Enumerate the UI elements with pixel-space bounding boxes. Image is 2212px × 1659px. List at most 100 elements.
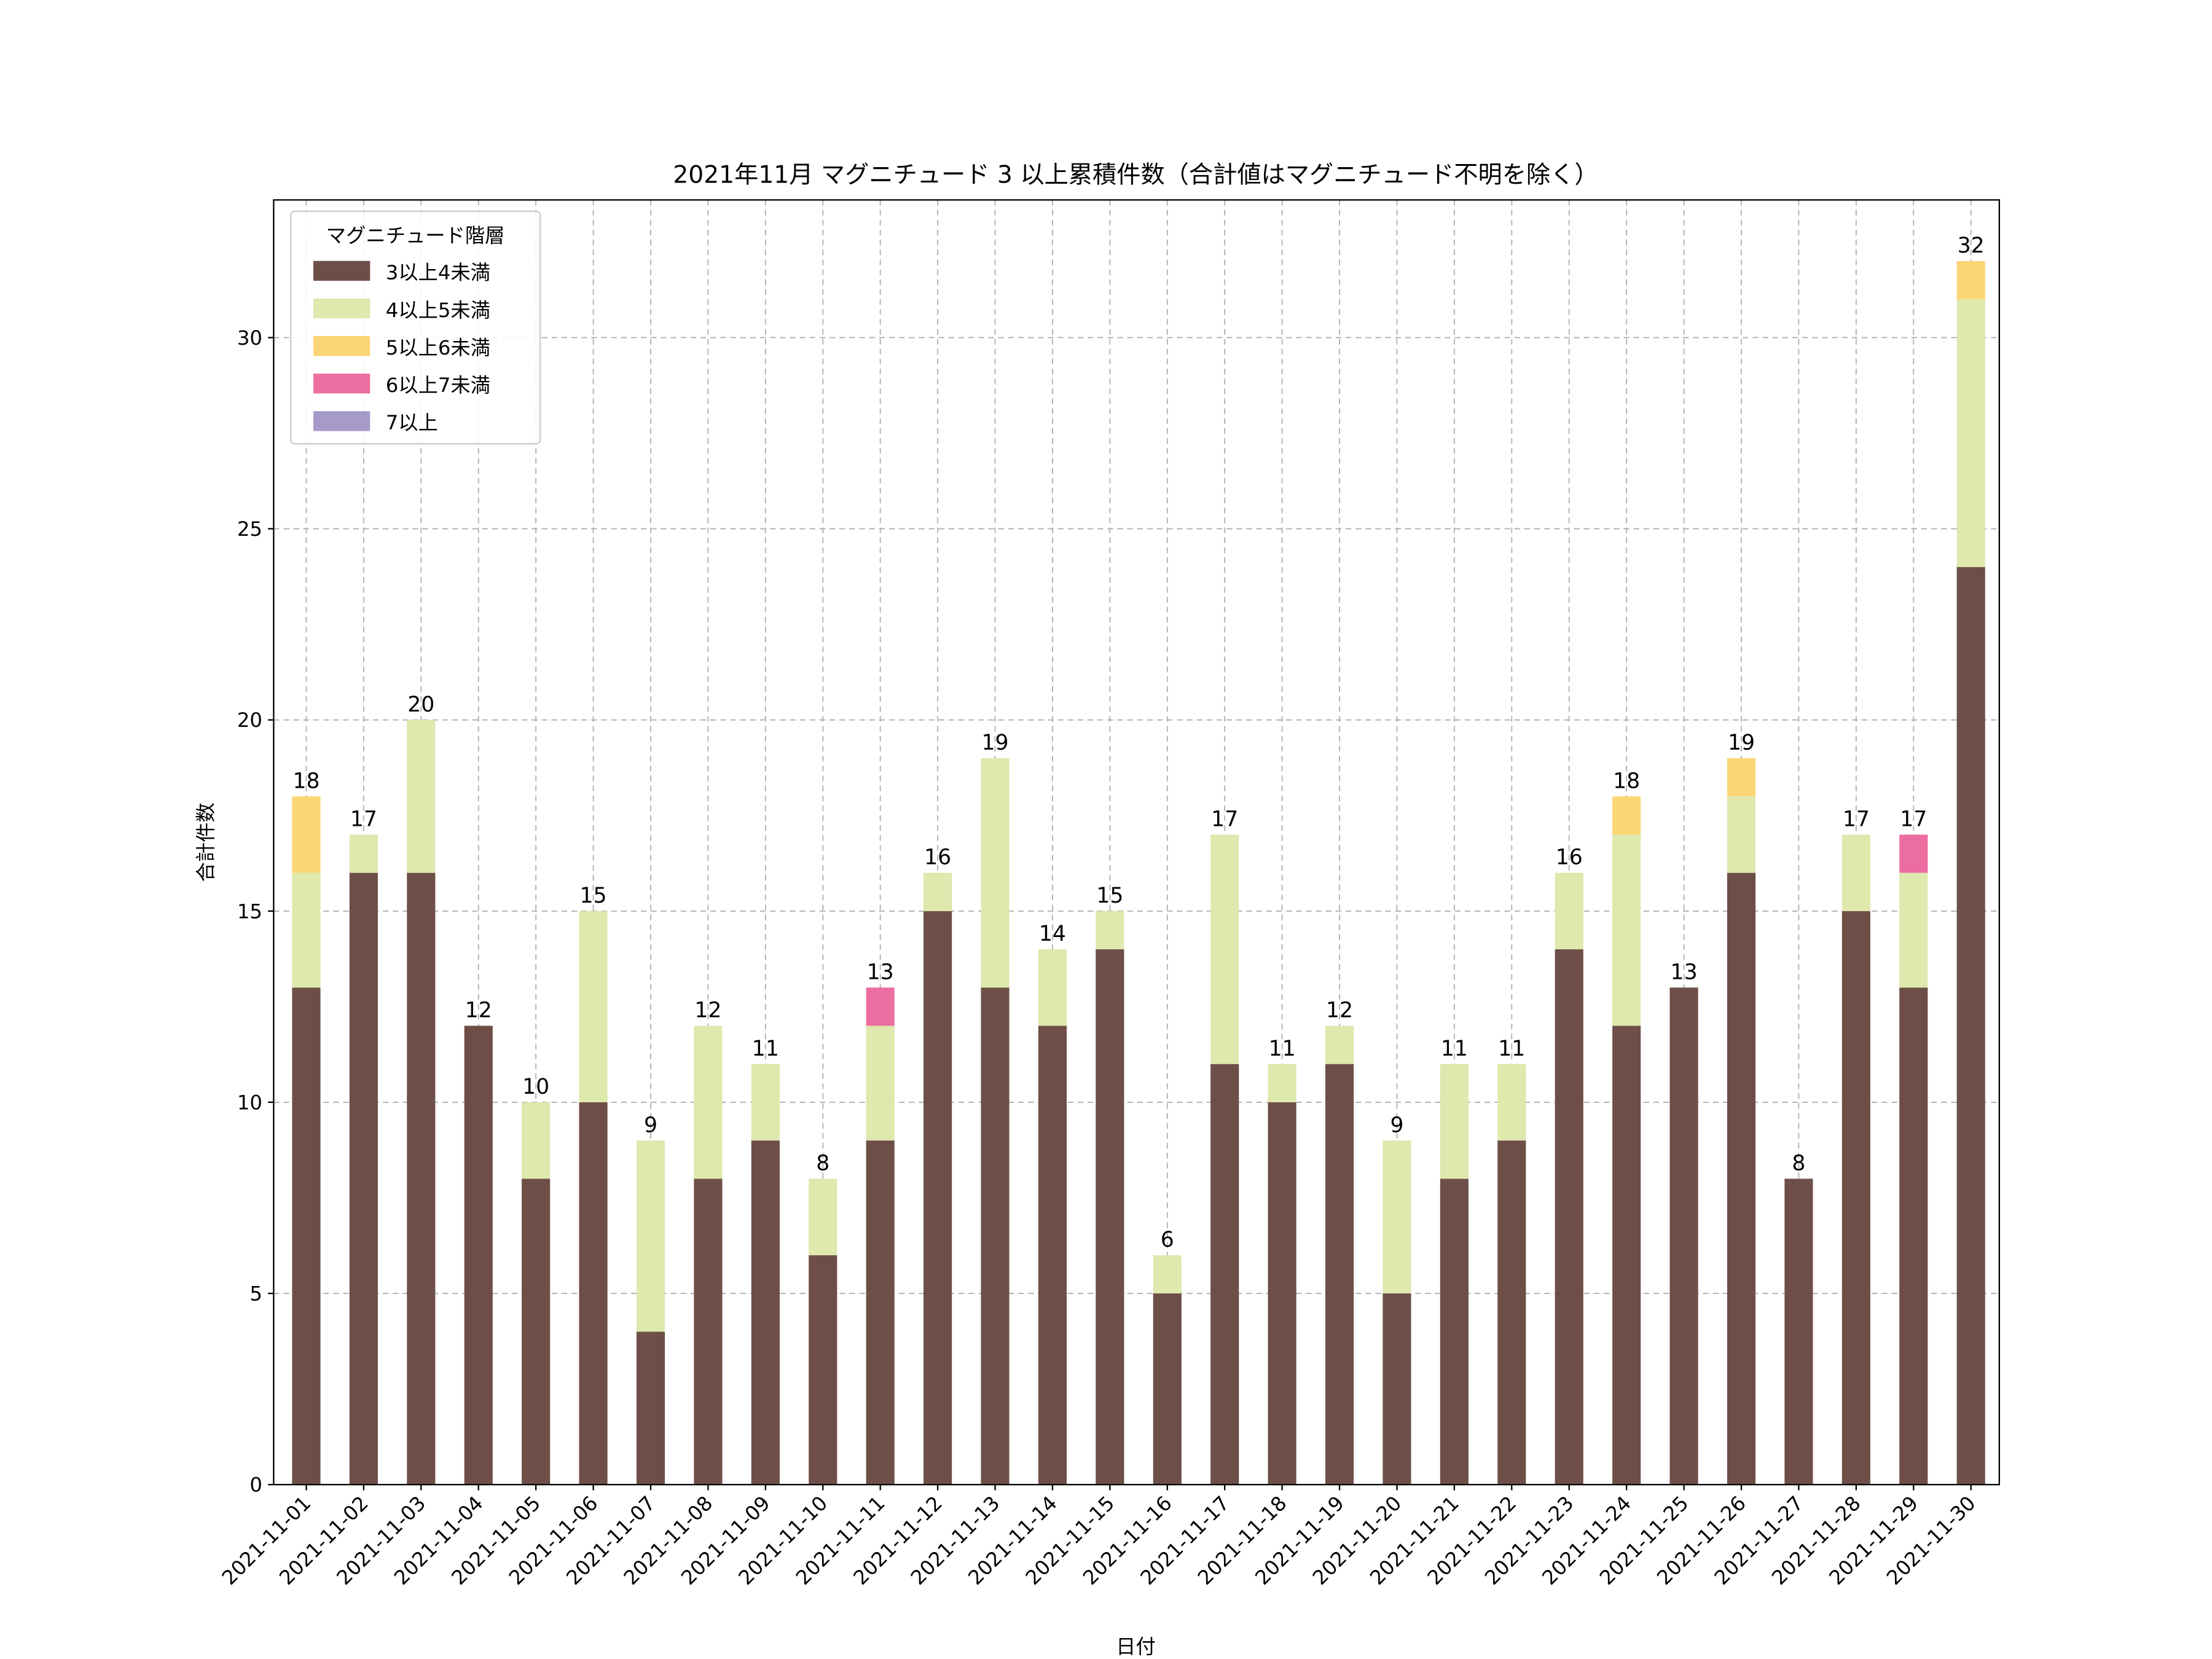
bar-segment-1 [1153, 1255, 1182, 1294]
y-tick-label: 25 [237, 517, 262, 541]
bar-segment-3 [1899, 834, 1928, 873]
bar-segment-1 [636, 1140, 665, 1332]
bar-segment-0 [522, 1179, 551, 1485]
bar-segment-1 [1612, 834, 1641, 1026]
bar-segment-0 [1382, 1293, 1411, 1485]
legend-swatch [313, 298, 371, 319]
y-axis: 0 5 10 15 20 25 30 [237, 326, 274, 1497]
bar-segment-0 [407, 873, 436, 1485]
bar-segment-1 [694, 1026, 723, 1179]
bar-segment-1 [1440, 1064, 1469, 1179]
bar-segment-1 [522, 1102, 551, 1179]
bar-segment-0 [636, 1332, 665, 1485]
bar-segment-0 [1325, 1064, 1354, 1485]
legend-label: 7以上 [386, 411, 438, 434]
total-label: 12 [465, 998, 492, 1023]
bar-segment-2 [1727, 758, 1756, 797]
legend: マグニチュード階層 3以上4未満 4以上5未満 5以上6未満 6以上7未満 7以上 [289, 210, 541, 445]
total-label: 17 [1843, 807, 1870, 831]
bar-segment-1 [1210, 834, 1239, 1064]
total-label: 19 [981, 731, 1008, 755]
bar-segment-1 [1727, 796, 1756, 873]
total-label: 13 [867, 960, 894, 984]
legend-swatch [313, 374, 371, 394]
total-label: 19 [1728, 731, 1755, 755]
bar-segment-0 [694, 1179, 723, 1485]
bar-segment-1 [1841, 834, 1870, 911]
chart-title: 2021年11月 マグニチュード 3 以上累積件数（合計値はマグニチュード不明を… [673, 162, 1598, 189]
total-label: 18 [292, 769, 320, 793]
bar-segment-1 [1956, 299, 1985, 567]
total-labels: 18 17 20 12 10 15 9 12 11 8 13 16 19 14 15 6 17 11 12 9 11 11… [292, 233, 1984, 1252]
bar-segment-0 [809, 1255, 837, 1485]
bar-segment-1 [1038, 949, 1067, 1026]
bar-segment-1 [349, 834, 378, 873]
y-tick-label: 5 [249, 1282, 262, 1306]
y-tick-label: 20 [237, 708, 262, 732]
total-label: 13 [1671, 960, 1698, 984]
total-label: 17 [350, 807, 377, 831]
legend-swatch [313, 335, 371, 356]
bar-segment-0 [292, 987, 321, 1485]
legend-label: 5以上6未満 [386, 336, 490, 359]
bar-segment-0 [751, 1140, 780, 1485]
bars [292, 261, 1985, 1485]
bar-segment-1 [751, 1064, 780, 1141]
bar-segment-1 [924, 873, 952, 911]
total-label: 18 [1613, 769, 1640, 793]
bar-segment-0 [1669, 987, 1698, 1485]
bar-segment-0 [1899, 987, 1928, 1485]
legend-label: 4以上5未満 [386, 299, 490, 322]
bar-segment-0 [981, 987, 1010, 1485]
y-axis-label: 合計件数 [194, 802, 218, 882]
total-label: 8 [816, 1151, 830, 1176]
total-label: 11 [1498, 1037, 1525, 1061]
bar-segment-0 [579, 1102, 608, 1485]
bar-segment-0 [1841, 911, 1870, 1485]
total-label: 6 [1161, 1228, 1174, 1252]
bar-segment-1 [809, 1179, 837, 1255]
total-label: 9 [1390, 1113, 1403, 1137]
bar-segment-0 [1784, 1179, 1813, 1485]
bar-segment-0 [1096, 949, 1124, 1485]
total-label: 17 [1900, 807, 1927, 831]
total-label: 16 [1556, 845, 1583, 870]
plot-frame [273, 199, 2000, 1486]
bar-segment-1 [1555, 873, 1583, 949]
legend-label: 3以上4未満 [386, 261, 490, 284]
bar-segment-1 [1325, 1026, 1354, 1064]
bar-segment-0 [866, 1140, 895, 1485]
bar-segment-1 [1096, 911, 1124, 949]
total-label: 12 [694, 998, 721, 1023]
bar-segment-3 [866, 987, 895, 1026]
total-label: 32 [1958, 233, 1985, 258]
bar-segment-0 [1210, 1064, 1239, 1485]
bar-segment-1 [579, 911, 608, 1102]
bar-segment-1 [1899, 873, 1928, 988]
bar-segment-1 [1497, 1064, 1526, 1141]
bar-segment-0 [924, 911, 952, 1485]
total-label: 17 [1211, 807, 1238, 831]
total-label: 16 [924, 845, 951, 870]
bar-segment-0 [1440, 1179, 1469, 1485]
bar-segment-0 [1612, 1026, 1641, 1485]
total-label: 11 [1269, 1037, 1296, 1061]
total-label: 12 [1326, 998, 1353, 1023]
bar-segment-0 [1153, 1293, 1182, 1485]
bar-segment-1 [292, 873, 321, 988]
bar-segment-2 [1612, 796, 1641, 835]
legend-title: マグニチュード階層 [326, 224, 505, 248]
total-label: 11 [1441, 1037, 1468, 1061]
bar-segment-0 [1497, 1140, 1526, 1485]
total-label: 14 [1039, 922, 1066, 946]
total-label: 15 [1096, 884, 1123, 908]
bar-segment-1 [981, 758, 1010, 988]
y-tick-label: 10 [237, 1091, 262, 1114]
y-tick-label: 0 [249, 1473, 262, 1497]
bar-segment-0 [464, 1026, 493, 1485]
total-label: 9 [644, 1113, 657, 1137]
bar-segment-1 [1268, 1064, 1296, 1102]
y-tick-label: 15 [237, 900, 262, 923]
x-axis-label: 日付 [1116, 1635, 1156, 1658]
bar-segment-0 [1555, 949, 1583, 1485]
